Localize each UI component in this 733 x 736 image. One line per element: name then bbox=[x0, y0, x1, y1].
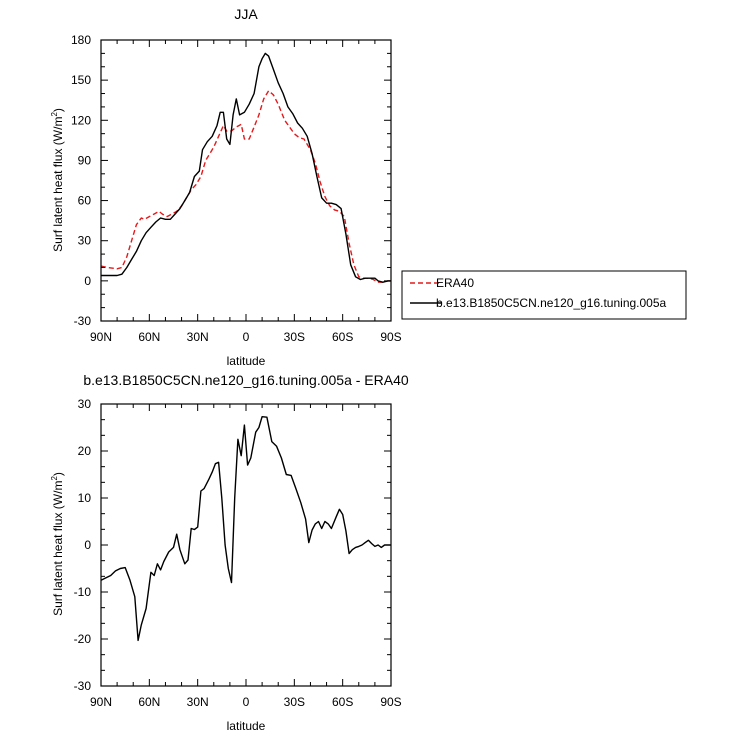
bottom-y-tick-label: -30 bbox=[74, 679, 92, 693]
legend-label-model: b.e13.B1850C5CN.ne120_g16.tuning.005a bbox=[436, 296, 667, 310]
top-y-tick-label: 30 bbox=[78, 234, 92, 248]
legend-box bbox=[401, 270, 687, 320]
bottom-series-group bbox=[101, 416, 391, 642]
bottom-y-tick-label: 10 bbox=[78, 491, 92, 505]
top-y-tick-label: 60 bbox=[78, 194, 92, 208]
bottom-y-tick-label: -10 bbox=[74, 585, 92, 599]
top-series-line-0 bbox=[101, 90, 391, 283]
bottom-chart-title: b.e13.B1850C5CN.ne120_g16.tuning.005a - … bbox=[83, 372, 409, 388]
bottom-y-axis-label: Surf latent heat flux (W/m2) bbox=[50, 472, 65, 616]
bottom-x-tick-label: 90N bbox=[90, 695, 112, 709]
bottom-y-tick-label: 0 bbox=[84, 538, 91, 552]
bottom-x-tick-label: 90S bbox=[380, 695, 401, 709]
top-y-tick-label: 90 bbox=[78, 153, 92, 167]
bottom-series-line-0 bbox=[101, 416, 391, 642]
top-series-group bbox=[101, 52, 391, 283]
bottom-y-tick-label: -20 bbox=[74, 632, 92, 646]
bottom-panel: b.e13.B1850C5CN.ne120_g16.tuning.005a - … bbox=[50, 372, 409, 733]
top-chart-title: JJA bbox=[234, 6, 258, 22]
top-x-tick-label: 60S bbox=[332, 330, 353, 344]
top-y-tick-label: 150 bbox=[71, 73, 91, 87]
bottom-y-tick-label: 20 bbox=[78, 444, 92, 458]
legend: ERA40 b.e13.B1850C5CN.ne120_g16.tuning.0… bbox=[401, 270, 687, 320]
top-axes: 90N 60N 30N 0 30S 60S 90S -30 0 30 60 90 120 150 180 bbox=[71, 33, 402, 344]
top-x-tick-label: 90S bbox=[380, 330, 401, 344]
top-series-line-1 bbox=[101, 52, 391, 283]
legend-label-era40: ERA40 bbox=[436, 276, 474, 290]
top-y-axis-label: Surf latent heat flux (W/m2) bbox=[50, 108, 65, 252]
top-x-tick-label: 90N bbox=[90, 330, 112, 344]
top-x-axis-label: latitude bbox=[227, 354, 266, 368]
top-y-tick-label: 120 bbox=[71, 113, 91, 127]
top-x-tick-label: 60N bbox=[138, 330, 160, 344]
bottom-x-tick-label: 0 bbox=[243, 695, 250, 709]
top-panel: JJA 90N 60N 30N 0 30S 60S 90S -30 0 30 60 90 120 150 1… bbox=[50, 6, 687, 368]
top-x-tick-label: 30N bbox=[187, 330, 209, 344]
bottom-x-tick-label: 30S bbox=[284, 695, 305, 709]
bottom-x-axis-label: latitude bbox=[227, 719, 266, 733]
top-y-tick-label: 180 bbox=[71, 33, 91, 47]
bottom-axes: 90N 60N 30N 0 30S 60S 90S -30 -20 -10 0 10 20 30 bbox=[74, 397, 402, 709]
top-x-tick-label: 0 bbox=[243, 330, 250, 344]
bottom-x-tick-label: 60S bbox=[332, 695, 353, 709]
top-y-tick-label: 0 bbox=[84, 274, 91, 288]
top-y-tick-label: -30 bbox=[74, 314, 92, 328]
bottom-x-tick-label: 60N bbox=[138, 695, 160, 709]
bottom-y-tick-label: 30 bbox=[78, 397, 92, 411]
bottom-x-tick-label: 30N bbox=[187, 695, 209, 709]
top-x-tick-label: 30S bbox=[284, 330, 305, 344]
top-plot-frame bbox=[100, 39, 392, 322]
